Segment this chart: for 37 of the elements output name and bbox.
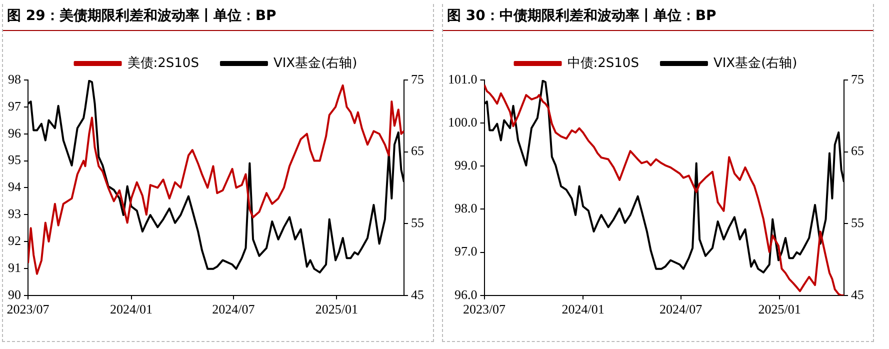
y-tick-label: 98.0 [454, 200, 478, 216]
legend-label: VIX基金(右轴) [273, 56, 358, 71]
y2-tick-label: 55 [851, 215, 864, 230]
y-tick-label: 94 [8, 179, 22, 194]
x-tick-label: 2024/01 [562, 302, 604, 317]
legend-label: 美债:2S10S [127, 54, 199, 71]
legend-label: 中债:2S10S [567, 56, 639, 71]
y-tick-label: 96 [8, 125, 22, 140]
y-tick-label: 95 [8, 152, 21, 168]
chart-title: 图 30：中债期限利差和波动率丨单位：BP [443, 4, 873, 31]
x-tick-label: 2023/07 [462, 302, 506, 317]
x-tick-label: 2024/07 [212, 302, 256, 317]
y-tick-label: 97.0 [454, 244, 478, 259]
y2-tick-label: 65 [851, 143, 864, 158]
y-tick-label: 97 [8, 98, 22, 114]
x-tick-label: 2025/01 [758, 302, 801, 317]
y-tick-label: 99.0 [454, 158, 478, 173]
y-tick-label: 96.0 [454, 286, 478, 302]
y2-tick-label: 45 [851, 286, 864, 302]
y2-tick-label: 55 [411, 215, 424, 230]
x-tick-label: 2024/07 [659, 302, 703, 317]
y-tick-label: 90 [8, 286, 21, 302]
y-tick-label: 100.0 [448, 114, 478, 130]
x-tick-label: 2023/07 [6, 302, 50, 317]
legend-label: VIX基金(右轴) [713, 56, 798, 71]
y2-tick-label: 45 [411, 286, 424, 302]
y2-tick-label: 75 [851, 71, 864, 86]
y2-tick-label: 65 [411, 143, 424, 158]
y-tick-label: 101.0 [448, 71, 478, 86]
chart-title: 图 29：美债期限利差和波动率丨单位：BP [3, 4, 433, 31]
y-tick-label: 98 [8, 71, 21, 86]
x-tick-label: 2025/01 [315, 302, 358, 317]
x-tick-label: 2024/01 [110, 302, 153, 317]
y-tick-label: 92 [8, 232, 21, 248]
y-tick-label: 93 [8, 206, 21, 222]
y-tick-label: 91 [8, 260, 21, 275]
y2-tick-label: 75 [411, 71, 424, 86]
